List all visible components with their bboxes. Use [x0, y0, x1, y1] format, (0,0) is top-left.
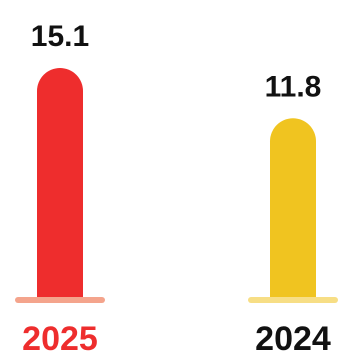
value-label-2024: 11.8 [265, 70, 322, 103]
value-label-2025: 15.1 [31, 20, 89, 53]
category-label-2025: 2025 [22, 320, 98, 356]
bar-base-2024 [248, 297, 338, 303]
bar-base-2025 [15, 297, 105, 303]
bar-2024 [270, 118, 316, 298]
bar-2025 [37, 68, 83, 298]
bars-layer [15, 68, 338, 303]
labels-layer: 15.1 2025 11.8 2024 [22, 20, 331, 358]
category-label-2024: 2024 [255, 320, 331, 356]
